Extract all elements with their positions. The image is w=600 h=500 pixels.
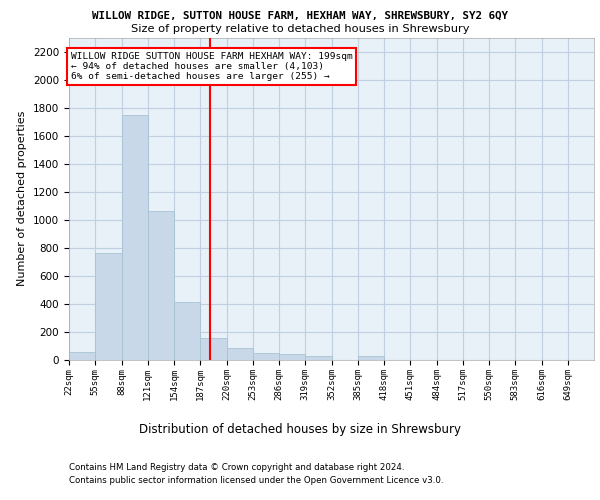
Bar [121,114,148,360]
Bar [148,210,174,360]
Text: Contains HM Land Registry data © Crown copyright and database right 2024.: Contains HM Land Registry data © Crown c… [69,462,404,471]
Bar [174,302,200,360]
Text: Contains public sector information licensed under the Open Government Licence v3: Contains public sector information licen… [69,476,443,485]
Bar [253,353,279,360]
Bar [279,354,305,360]
Text: WILLOW RIDGE, SUTTON HOUSE FARM, HEXHAM WAY, SHREWSBURY, SY2 6QY: WILLOW RIDGE, SUTTON HOUSE FARM, HEXHAM … [92,11,508,21]
Text: Size of property relative to detached houses in Shrewsbury: Size of property relative to detached ho… [131,24,469,34]
Text: WILLOW RIDGE SUTTON HOUSE FARM HEXHAM WAY: 199sqm
← 94% of detached houses are s: WILLOW RIDGE SUTTON HOUSE FARM HEXHAM WA… [71,52,352,82]
Bar [358,356,384,360]
Bar [69,352,95,360]
Bar [305,356,331,360]
Bar [95,254,121,360]
Y-axis label: Number of detached properties: Number of detached properties [17,111,28,286]
Text: Distribution of detached houses by size in Shrewsbury: Distribution of detached houses by size … [139,422,461,436]
Bar [227,348,253,360]
Bar [200,338,227,360]
